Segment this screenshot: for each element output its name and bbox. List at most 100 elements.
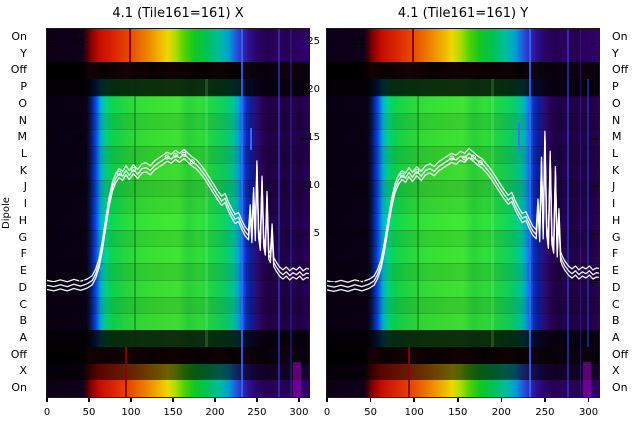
heatmap-row: [327, 179, 599, 197]
y-tick-mark: [301, 185, 308, 188]
dipole-row-label: X: [612, 364, 620, 378]
heatmap-vline: [128, 29, 131, 63]
dipole-row-label: N: [18, 113, 27, 127]
heatmap-row: [327, 279, 599, 298]
heatmap-row: [47, 363, 309, 381]
heatmap-row: [327, 330, 599, 348]
heatmap-panel-x: 25 20 15 10 5 0: [46, 28, 310, 398]
y-tick-mark: [328, 42, 335, 45]
y-tick-mark: [591, 42, 598, 45]
x-tick-mark: [172, 398, 174, 402]
x-tick-label: 300: [289, 407, 309, 418]
y-tick-label: 5: [78, 228, 85, 240]
x-tick-mark: [457, 398, 459, 402]
x-tick-label: 0: [43, 407, 51, 418]
heatmap-row: [47, 330, 309, 348]
dipole-row-label: K: [612, 163, 620, 177]
dipole-row-label: M: [612, 130, 622, 144]
x-tick-label: 250: [247, 407, 267, 418]
dipole-row-label: H: [612, 213, 621, 227]
x-tick-label: 100: [404, 407, 424, 418]
y-tick-label-between: 10: [307, 179, 320, 191]
y-tick-label: 15: [72, 132, 85, 144]
dipole-row-label: On: [11, 29, 27, 43]
heatmap-row: [327, 62, 599, 80]
y-tick-mark: [591, 281, 598, 284]
x-tick-label: 100: [121, 407, 141, 418]
dipole-row-label: A: [612, 330, 620, 344]
dipole-row-label: X: [19, 364, 27, 378]
dipole-row-label: Y: [20, 46, 27, 60]
heatmap-row: [327, 263, 599, 281]
heatmap-row: [47, 95, 309, 114]
dipole-row-label: Off: [10, 347, 27, 361]
heatmap-vline: [411, 29, 414, 63]
dipole-row-label: I: [23, 197, 27, 211]
y-tick-mark: [328, 233, 335, 236]
heatmap-row: [327, 129, 599, 147]
dipole-row-label: I: [612, 197, 616, 211]
heatmap-row: [47, 279, 309, 298]
heatmap-vline: [249, 128, 252, 151]
heatmap-vline: [407, 346, 410, 397]
heatmap-row: [47, 179, 309, 197]
heatmap-row: [327, 112, 599, 130]
y-tick-label: 10: [352, 180, 365, 192]
y-tick-mark: [301, 233, 308, 236]
heatmap-row: [47, 313, 309, 331]
heatmap-vline: [205, 79, 209, 347]
heatmap-row: [47, 112, 309, 130]
dipole-row-label: On: [612, 29, 628, 43]
heatmap-row: [47, 62, 309, 80]
dipole-row-label: A: [19, 330, 27, 344]
x-tick-mark: [413, 398, 415, 402]
x-tick-mark: [369, 398, 372, 402]
y-tick-label: 0: [358, 276, 365, 288]
dipole-row-label: Off: [612, 63, 629, 77]
x-tick-mark: [46, 398, 48, 402]
y-tick-label-between: 20: [307, 84, 320, 96]
heatmap-panel-y: 25 20 15 10 5 0: [326, 28, 600, 398]
dipole-row-label: E: [20, 264, 27, 278]
dipole-row-label: L: [612, 146, 619, 160]
heatmap-row: [47, 246, 309, 264]
x-tick-label: 200: [205, 407, 225, 418]
x-tick-label: 50: [82, 407, 96, 418]
heatmap-vline: [567, 29, 569, 397]
y-tick-label-between: 15: [307, 131, 320, 143]
dipole-row-label: On: [11, 381, 27, 395]
x-tick-label: 50: [364, 407, 377, 418]
x-tick-label: 150: [163, 407, 183, 418]
heatmap-row: [327, 213, 599, 231]
heatmap-vline: [491, 79, 495, 347]
heatmap-row: [47, 129, 309, 147]
dipole-row-label: N: [612, 113, 621, 127]
x-tick-label: 250: [535, 407, 555, 418]
y-tick-mark: [48, 233, 55, 236]
dipole-row-label: O: [18, 96, 27, 110]
dipole-row-label: P: [612, 80, 619, 94]
heatmap-row: [327, 79, 599, 97]
dipole-row-label: G: [18, 230, 27, 244]
x-tick-mark: [214, 398, 216, 402]
heatmap-vline: [133, 79, 136, 347]
dipole-row-label: H: [18, 213, 27, 227]
y-tick-mark: [48, 185, 55, 188]
x-tick-mark: [88, 398, 90, 402]
y-tick-mark: [328, 138, 335, 140]
x-tick-label: 200: [491, 407, 511, 418]
heatmap-vline: [528, 29, 531, 397]
dipole-row-label: D: [18, 280, 27, 294]
dipole-row-label: Off: [10, 63, 27, 77]
heatmap-vline: [278, 29, 280, 397]
y-tick-mark: [48, 90, 55, 92]
heatmap-vline: [124, 346, 127, 397]
heatmap-row: [47, 146, 309, 164]
dipole-row-label: E: [612, 264, 619, 278]
x-tick-mark: [500, 398, 503, 402]
dipole-row-label: F: [20, 247, 27, 261]
heatmap-vline: [417, 79, 420, 347]
heatmap-row: [327, 380, 599, 397]
y-tick-mark: [591, 185, 598, 188]
